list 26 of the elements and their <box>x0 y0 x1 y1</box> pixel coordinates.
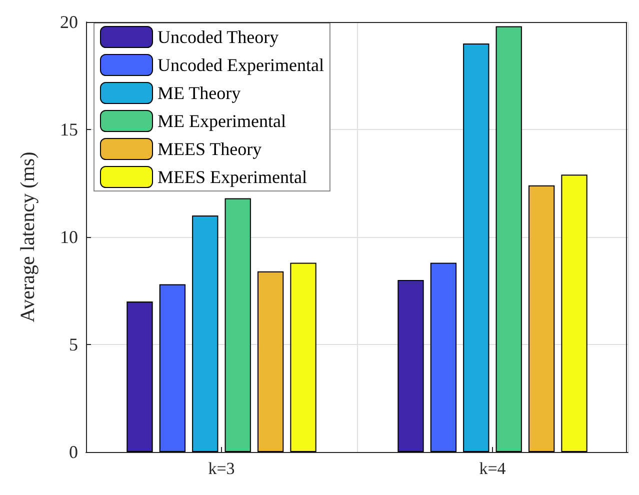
bar <box>159 284 186 452</box>
bar <box>126 302 153 452</box>
bar <box>430 262 457 452</box>
legend-label: MEES Experimental <box>158 167 307 187</box>
legend-label: Uncoded Experimental <box>158 55 324 75</box>
bar <box>496 26 522 452</box>
legend-label: ME Experimental <box>158 111 286 131</box>
x-tick-label: k=3 <box>208 459 235 478</box>
bar <box>290 262 316 452</box>
legend-label: Uncoded Theory <box>158 27 279 47</box>
y-tick-label: 20 <box>60 12 78 32</box>
y-tick-label: 10 <box>60 227 78 247</box>
y-axis-title: Average latency (ms) <box>17 152 39 322</box>
y-tick-label: 0 <box>69 442 78 462</box>
bar <box>561 174 588 452</box>
x-tick-label: k=4 <box>479 459 506 478</box>
bar <box>257 271 284 452</box>
y-tick-label: 15 <box>60 120 78 140</box>
bar <box>398 280 424 452</box>
bar <box>224 198 251 452</box>
legend-label: MEES Theory <box>158 139 262 159</box>
bar <box>463 44 490 452</box>
legend-label: ME Theory <box>158 83 241 103</box>
bar <box>528 185 555 452</box>
bar <box>192 216 218 452</box>
y-tick-label: 5 <box>69 334 78 354</box>
